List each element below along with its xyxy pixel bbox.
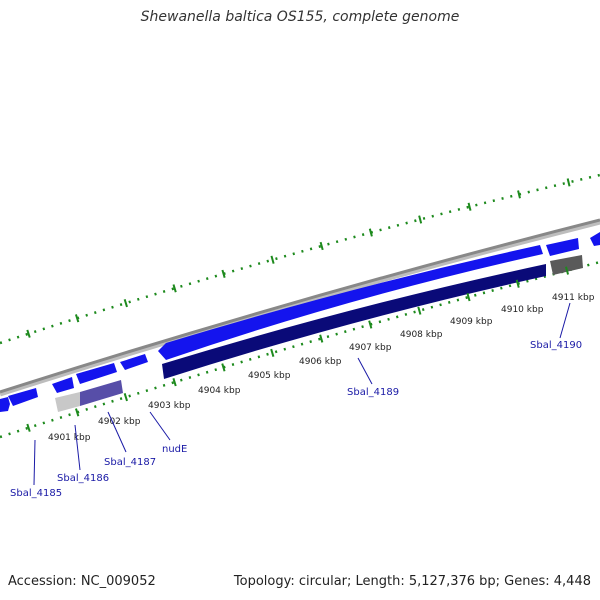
tick-label: 4902 kbp (98, 417, 141, 427)
inner-dotted-track (0, 260, 600, 439)
tick-label: 4911 kbp (552, 293, 595, 303)
leader-line (149, 411, 171, 441)
gene-label-sbal-4190[interactable]: Sbal_4190 (530, 340, 582, 351)
gene-label-sbal-4189[interactable]: Sbal_4189 (347, 387, 399, 398)
tick-labels: 4901 kbp 4902 kbp 4903 kbp 4904 kbp 4905… (48, 293, 595, 443)
major-tick-mark (517, 190, 521, 199)
tick-label: 4903 kbp (148, 401, 191, 411)
major-tick-mark (74, 314, 80, 323)
reverse-genes (55, 255, 583, 412)
gene-forward-5[interactable] (120, 354, 148, 370)
major-tick-mark (26, 329, 31, 338)
gene-forward-4[interactable] (76, 363, 117, 384)
leader-line (107, 411, 127, 453)
major-tick-mark (418, 215, 423, 224)
tick-label: 4909 kbp (450, 317, 493, 327)
gene-forward-7[interactable] (590, 232, 600, 246)
gene-forward-nudE[interactable] (158, 245, 543, 360)
major-tick-mark (75, 408, 80, 417)
major-tick-mark (221, 363, 226, 372)
tick-label: 4901 kbp (48, 433, 91, 443)
tick-label: 4907 kbp (349, 343, 392, 353)
map-title: Shewanella baltica OS155, complete genom… (140, 9, 460, 25)
tick-label: 4905 kbp (248, 371, 291, 381)
leader-line (74, 424, 81, 471)
genome-summary-text: Topology: circular; Length: 5,127,376 bp… (233, 574, 591, 589)
gene-label-leaders (33, 302, 571, 486)
major-tick-mark (565, 266, 570, 275)
gene-reverse-large[interactable] (162, 264, 546, 379)
major-tick-mark (172, 378, 177, 387)
leader-line (559, 302, 571, 339)
inner-major-ticks (26, 266, 570, 432)
gene-forward-1[interactable] (0, 397, 10, 412)
backbone-shadow (0, 219, 600, 397)
tick-label: 4910 kbp (501, 305, 544, 315)
gene-label-nudE[interactable]: nudE (162, 444, 187, 455)
major-tick-mark (467, 202, 472, 211)
leader-line (357, 357, 373, 385)
major-tick-mark (368, 228, 373, 237)
gene-label-sbal-4187[interactable]: Sbal_4187 (104, 457, 156, 468)
gene-reverse-purple[interactable] (80, 380, 123, 406)
major-tick-mark (319, 241, 324, 251)
accession-text: Accession: NC_009052 (8, 574, 156, 589)
tick-label: 4908 kbp (400, 330, 443, 340)
gene-forward-2[interactable] (8, 388, 38, 406)
major-tick-mark (368, 320, 373, 329)
gene-label-sbal-4186[interactable]: Sbal_4186 (57, 473, 109, 484)
major-tick-mark (566, 178, 571, 187)
major-tick-mark (123, 393, 128, 402)
major-tick-mark (26, 423, 31, 432)
gene-label-sbal-4185[interactable]: Sbal_4185 (10, 488, 62, 499)
tick-label: 4904 kbp (198, 386, 241, 396)
outer-major-ticks (26, 178, 571, 338)
backbone (0, 218, 600, 394)
forward-genes (0, 232, 600, 412)
major-tick-mark (319, 334, 324, 343)
gene-forward-3[interactable] (52, 377, 74, 393)
major-tick-mark (270, 255, 275, 264)
gene-reverse-grey-light[interactable] (55, 392, 80, 412)
major-tick-mark (270, 348, 275, 357)
tick-label: 4906 kbp (299, 357, 342, 367)
major-tick-mark (466, 292, 471, 302)
major-tick-mark (515, 279, 520, 288)
gene-reverse-grey-dark[interactable] (550, 255, 583, 275)
major-tick-mark (417, 306, 422, 315)
gene-forward-6[interactable] (546, 238, 579, 256)
major-tick-mark (123, 299, 128, 308)
major-tick-mark (172, 284, 177, 293)
major-tick-mark (221, 269, 226, 278)
gene-labels: Sbal_4185 Sbal_4186 Sbal_4187 nudE Sbal_… (10, 340, 582, 499)
leader-line (33, 439, 36, 486)
